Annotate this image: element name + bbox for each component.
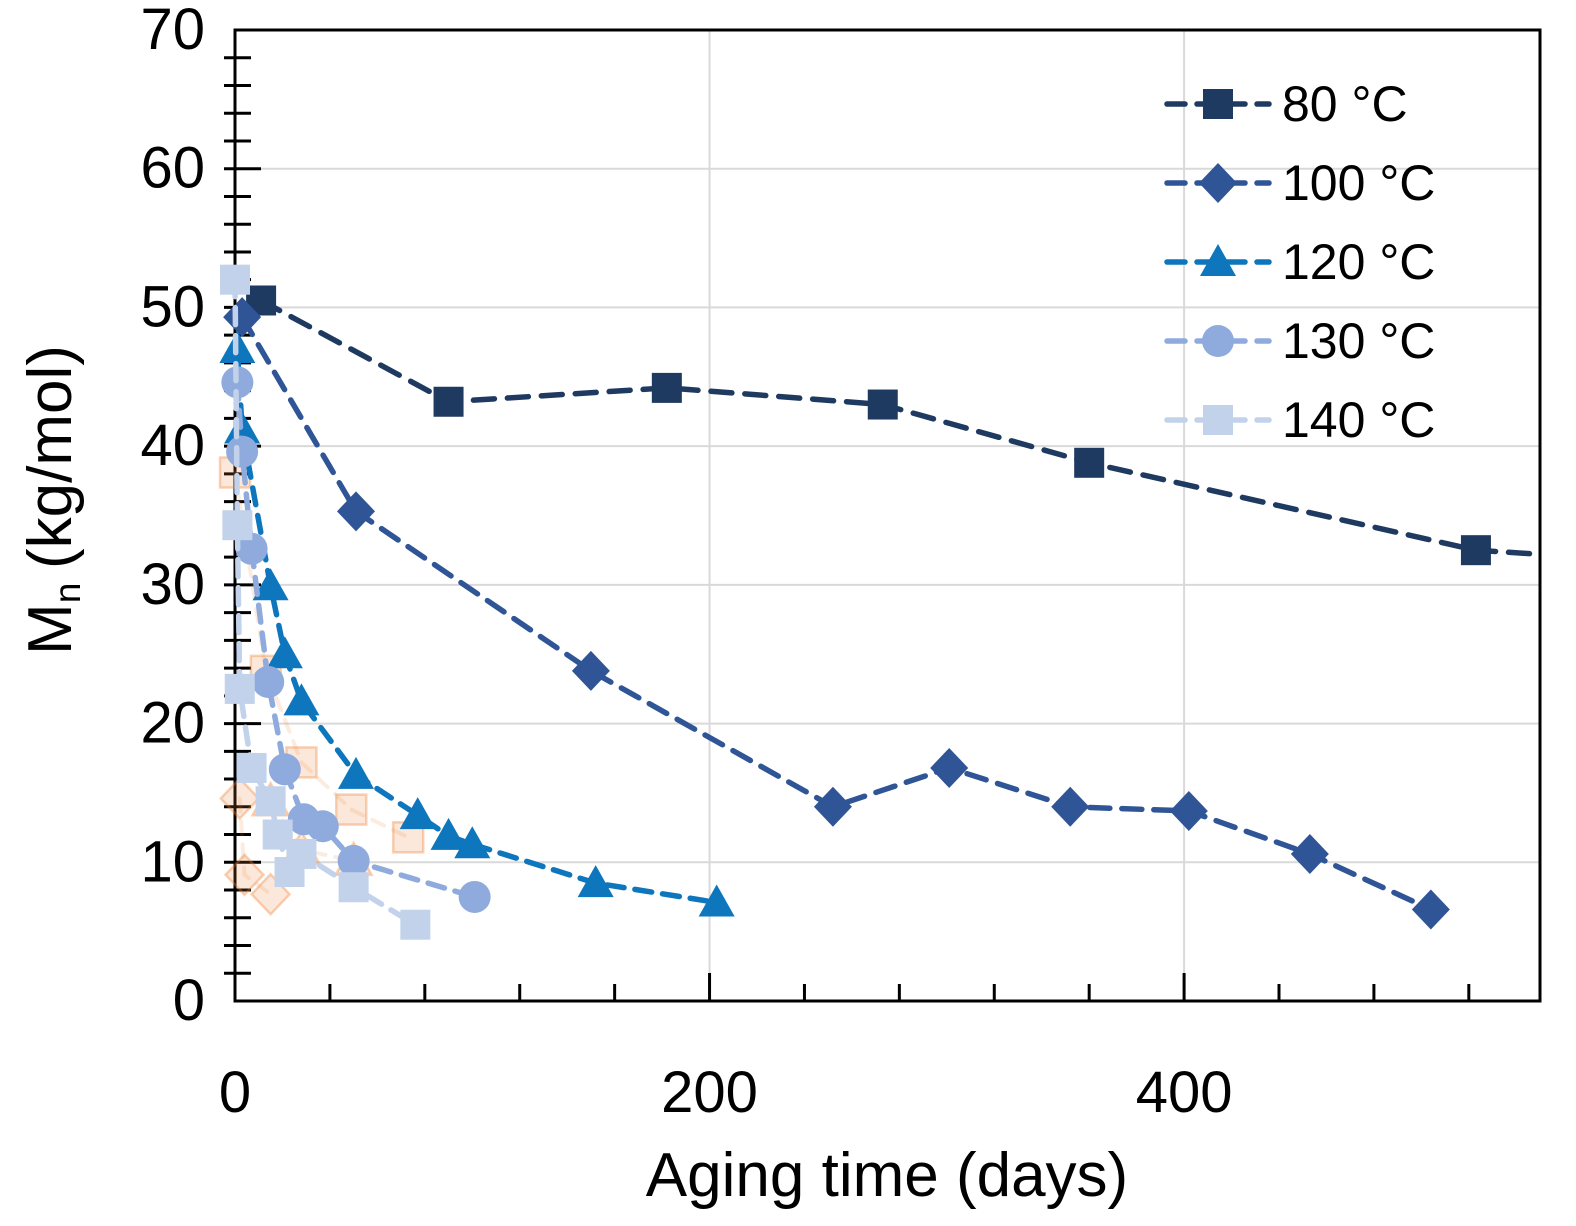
140-c-marker <box>400 909 431 940</box>
legend-key-80-c <box>1164 88 1272 119</box>
140-c-marker <box>255 786 286 817</box>
x-axis-title: Aging time (days) <box>645 1141 1129 1210</box>
140-c-marker <box>236 752 267 783</box>
80-c-marker <box>651 372 682 403</box>
legend-label: 120 °C <box>1282 233 1436 290</box>
120-c-marker <box>454 826 491 859</box>
series-140-c-line <box>232 276 419 928</box>
140-c-marker <box>220 264 250 295</box>
legend-item-100-c: 100 °C <box>1164 143 1435 222</box>
80-c-marker <box>1460 535 1491 566</box>
legend-label: 100 °C <box>1282 154 1436 211</box>
legend: 80 °C 100 °C 120 °C 130 °C 140 °C <box>1164 64 1435 459</box>
140-c-marker <box>286 838 317 869</box>
80-c-marker <box>433 386 464 417</box>
80-c-marker <box>1074 447 1105 478</box>
series-140-c <box>220 264 431 940</box>
legend-key-140-c <box>1164 404 1272 435</box>
faded-diamond-marker <box>219 776 261 821</box>
legend-key-120-c <box>1164 243 1272 276</box>
120-c-marker <box>266 636 303 669</box>
faded-diamond-marker <box>223 852 266 897</box>
y-tick-label: 10 <box>140 829 205 894</box>
130-c-marker <box>306 810 339 843</box>
130-c-marker <box>226 435 259 468</box>
y-axis-title-subscript: n <box>46 582 89 604</box>
faded-square-marker <box>335 793 368 826</box>
120-c-marker <box>399 797 436 830</box>
x-tick-label: 0 <box>219 1060 251 1125</box>
y-tick-label: 30 <box>140 552 205 617</box>
100-c-marker <box>1290 833 1329 874</box>
legend-item-120-c: 120 °C <box>1164 222 1435 301</box>
x-tick-label: 400 <box>1136 1060 1233 1125</box>
120-c-marker <box>338 756 375 789</box>
legend-item-80-c: 80 °C <box>1164 64 1435 143</box>
legend-item-130-c: 130 °C <box>1164 301 1435 380</box>
gridlines <box>235 30 1540 1001</box>
120-c-marker <box>577 865 614 898</box>
120-c-marker <box>283 683 320 716</box>
100-c-marker <box>1411 889 1450 930</box>
120-c-marker <box>252 568 289 601</box>
100-c-marker <box>337 491 376 532</box>
y-axis-title-units: (kg/mol) <box>15 345 85 569</box>
100-c-marker <box>1169 790 1208 831</box>
y-axis-title-main: M <box>15 603 85 655</box>
y-tick-label: 20 <box>140 691 205 756</box>
legend-square-marker <box>1203 88 1233 119</box>
tick-labels: 0 200 400 0 10 20 30 40 50 60 70 <box>140 0 1232 1125</box>
legend-label: 80 °C <box>1282 75 1408 132</box>
140-c-marker <box>224 673 255 704</box>
legend-key-130-c <box>1164 324 1272 357</box>
legend-key-100-c <box>1164 162 1272 203</box>
series-80-c <box>246 285 1543 566</box>
130-c-marker <box>252 665 285 698</box>
faded-series-line <box>233 470 411 840</box>
x-tick-label: 200 <box>661 1060 758 1125</box>
legend-item-140-c: 140 °C <box>1164 380 1435 459</box>
130-c-marker <box>235 532 268 565</box>
100-c-marker <box>930 747 969 788</box>
legend-diamond-marker <box>1199 162 1237 203</box>
y-tick-label: 40 <box>140 413 205 478</box>
120-c-marker <box>430 817 467 850</box>
legend-label: 130 °C <box>1282 312 1436 369</box>
y-axis-title: Mn (kg/mol) <box>15 345 89 655</box>
legend-circle-marker <box>1202 324 1234 357</box>
130-c-marker <box>337 844 370 877</box>
faded-series-line <box>237 796 273 897</box>
y-tick-label: 60 <box>140 136 205 201</box>
120-c-marker <box>698 884 735 917</box>
100-c-marker <box>813 786 852 827</box>
legend-label: 140 °C <box>1282 391 1436 448</box>
legend-triangle-marker <box>1200 243 1236 276</box>
140-c-marker <box>222 510 253 541</box>
100-c-marker <box>1051 786 1090 827</box>
legend-square-marker <box>1203 404 1233 435</box>
80-c-marker <box>867 389 898 420</box>
y-tick-label: 0 <box>173 968 205 1033</box>
100-c-marker <box>571 650 610 691</box>
140-c-marker <box>338 872 369 903</box>
130-c-marker <box>268 753 301 786</box>
y-tick-label: 50 <box>140 274 205 339</box>
130-c-marker <box>458 880 491 913</box>
y-tick-label: 70 <box>140 0 205 62</box>
